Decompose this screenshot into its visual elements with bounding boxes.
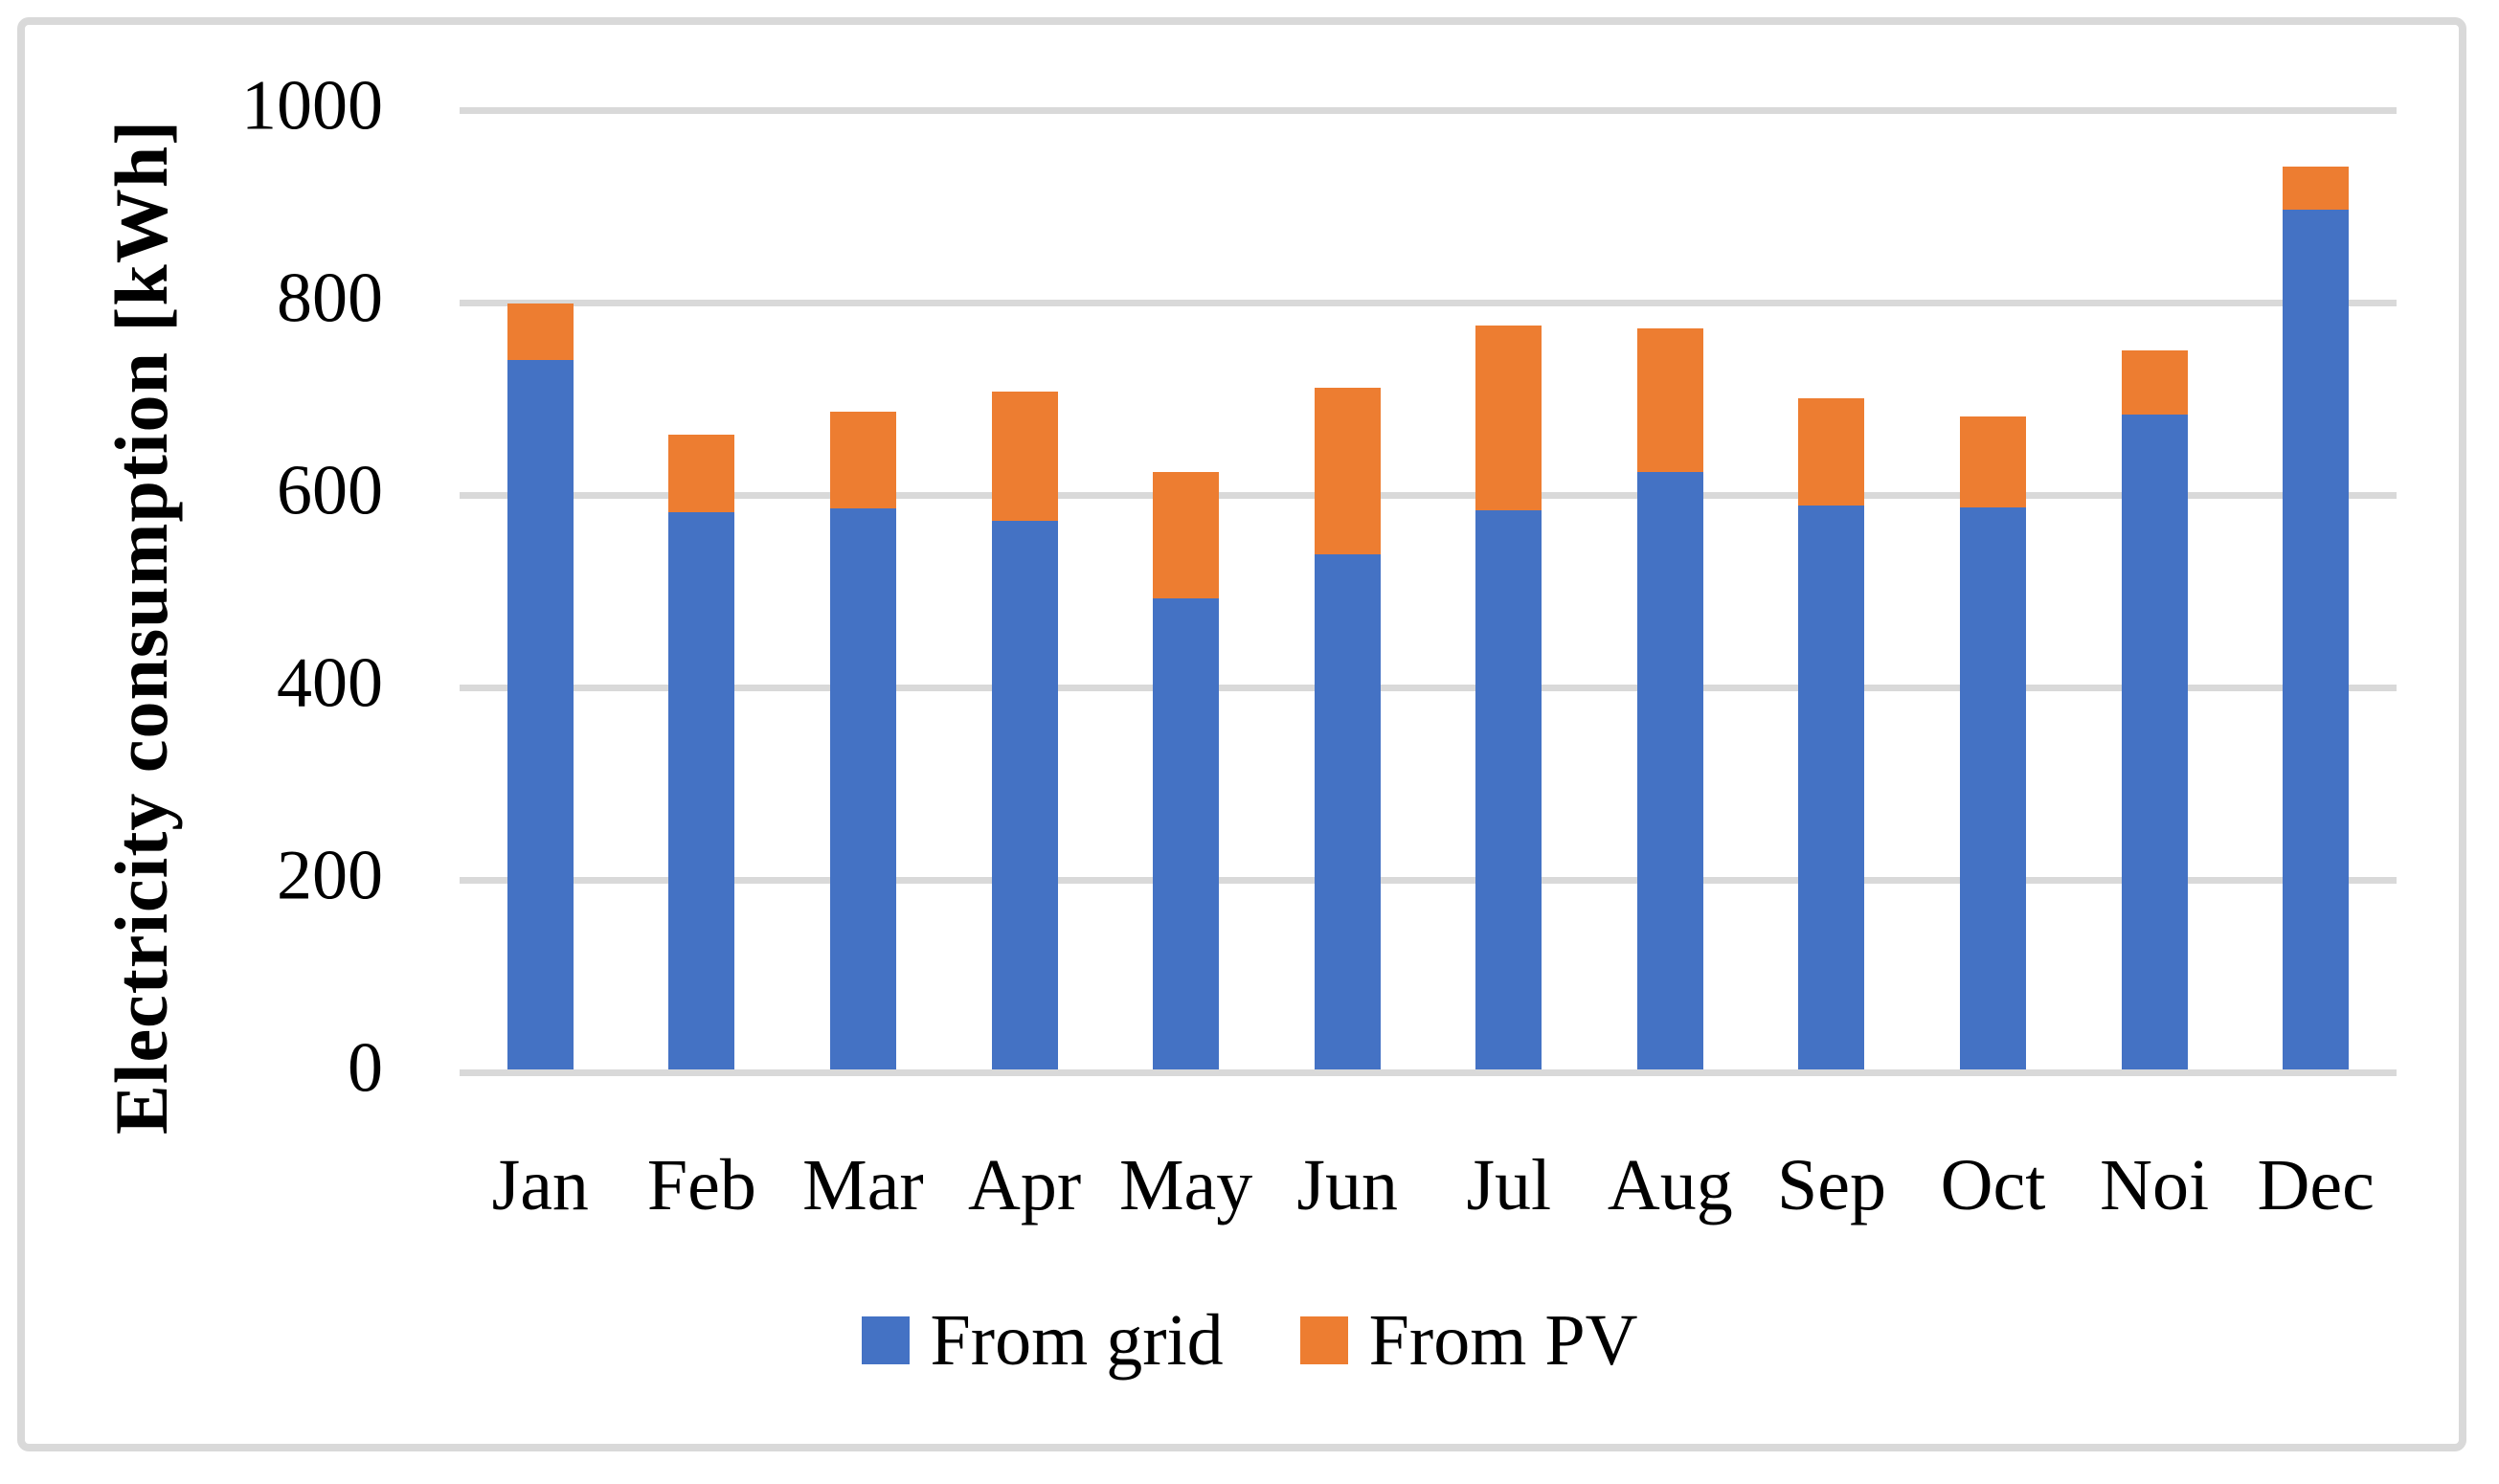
x-tick-label-apr: Apr xyxy=(967,1145,1082,1225)
plot-area xyxy=(460,107,2397,1076)
y-axis-labels: 0 200 400 600 800 1000 xyxy=(0,0,383,1484)
bar-segment-from-pv-dec xyxy=(2283,167,2349,210)
x-tick-label-jan: Jan xyxy=(491,1145,589,1225)
bar-segment-from-pv-mar xyxy=(830,412,896,508)
gridline-0 xyxy=(460,1069,2397,1076)
y-tick-label-400: 400 xyxy=(277,643,383,723)
bar-segment-from-pv-may xyxy=(1153,472,1219,598)
y-tick-label-600: 600 xyxy=(277,451,383,530)
legend: From grid From PV xyxy=(0,1304,2499,1377)
x-tick-label-jun: Jun xyxy=(1296,1145,1398,1225)
bar-segment-from-grid-jun xyxy=(1315,554,1381,1069)
gridline-400 xyxy=(460,685,2397,691)
gridline-600 xyxy=(460,492,2397,499)
bar-segment-from-pv-feb xyxy=(668,435,734,512)
bar-segment-from-pv-aug xyxy=(1637,328,1703,472)
bar-segment-from-pv-jan xyxy=(507,304,574,360)
x-tick-label-dec: Dec xyxy=(2257,1145,2375,1225)
x-tick-label-noi: Noi xyxy=(2100,1145,2210,1225)
bar-segment-from-grid-dec xyxy=(2283,210,2349,1069)
chart-border-frame xyxy=(17,17,2466,1451)
bar-segment-from-pv-noi xyxy=(2122,350,2188,415)
legend-item-from-pv: From PV xyxy=(1299,1300,1638,1381)
bar-segment-from-grid-oct xyxy=(1960,507,2026,1069)
bar-segment-from-grid-jul xyxy=(1475,510,1542,1069)
x-tick-label-sep: Sep xyxy=(1776,1145,1886,1225)
x-tick-label-jul: Jul xyxy=(1466,1145,1552,1225)
y-tick-label-1000: 1000 xyxy=(241,66,383,146)
y-tick-label-800: 800 xyxy=(277,259,383,338)
bar-segment-from-grid-feb xyxy=(668,512,734,1069)
bar-segment-from-grid-jan xyxy=(507,360,574,1069)
x-tick-label-feb: Feb xyxy=(646,1145,756,1225)
gridline-200 xyxy=(460,877,2397,884)
legend-label-from-pv: From PV xyxy=(1368,1300,1638,1381)
bar-segment-from-pv-jul xyxy=(1475,326,1542,510)
from-grid-swatch-icon xyxy=(861,1316,910,1364)
bar-segment-from-grid-apr xyxy=(992,521,1058,1069)
gridline-800 xyxy=(460,300,2397,306)
bar-segment-from-pv-oct xyxy=(1960,416,2026,507)
legend-label-from-grid: From grid xyxy=(930,1300,1224,1381)
bar-segment-from-grid-mar xyxy=(830,508,896,1069)
bar-segment-from-grid-noi xyxy=(2122,415,2188,1069)
x-axis-labels: Jan Feb Mar Apr May Jun Jul Aug Sep Oct Noi Dec xyxy=(460,1145,2397,1231)
y-tick-label-0: 0 xyxy=(348,1028,383,1108)
x-tick-label-may: May xyxy=(1118,1145,1253,1225)
from-pv-swatch-icon xyxy=(1299,1316,1348,1364)
bar-segment-from-pv-apr xyxy=(992,392,1058,521)
bar-segment-from-grid-aug xyxy=(1637,472,1703,1069)
legend-item-from-grid: From grid xyxy=(861,1300,1224,1381)
gridline-1000 xyxy=(460,107,2397,114)
x-tick-label-mar: Mar xyxy=(802,1145,924,1225)
bar-segment-from-grid-may xyxy=(1153,598,1219,1069)
bar-segment-from-pv-jun xyxy=(1315,388,1381,554)
x-tick-label-oct: Oct xyxy=(1940,1145,2046,1225)
y-tick-label-200: 200 xyxy=(277,836,383,915)
bar-segment-from-grid-sep xyxy=(1798,506,1864,1069)
x-tick-label-aug: Aug xyxy=(1607,1145,1733,1225)
bar-segment-from-pv-sep xyxy=(1798,398,1864,506)
